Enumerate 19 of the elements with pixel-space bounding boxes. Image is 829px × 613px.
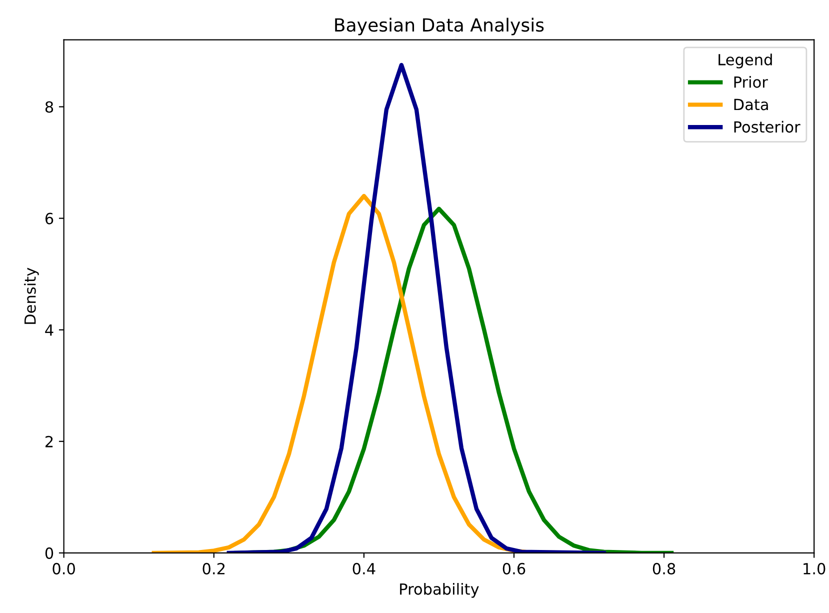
x-tick-label: 0.4 <box>352 562 376 574</box>
y-tick-label: 2 <box>46 436 53 448</box>
x-tick-label: 0.0 <box>52 562 75 574</box>
x-tick-label: 1.0 <box>804 562 826 574</box>
legend-label: Prior <box>734 76 768 88</box>
legend-label: Posterior <box>734 120 800 133</box>
x-tick-label: 0.6 <box>502 562 526 574</box>
x-axis-title: Probability <box>400 582 479 598</box>
y-tick-label: 6 <box>45 212 54 224</box>
y-tick-label: 0 <box>45 547 54 559</box>
y-tick-label: 8 <box>45 101 54 113</box>
y-axis-title: Density <box>24 268 39 324</box>
legend-label: Data <box>734 98 768 110</box>
x-tick-label: 0.8 <box>652 562 676 574</box>
legend-title: Legend <box>718 54 772 68</box>
chart-title: Bayesian Data Analysis <box>335 18 544 36</box>
line-series <box>226 62 606 553</box>
y-tick-label: 4 <box>45 324 54 336</box>
x-tick-label: 0.2 <box>202 562 224 574</box>
